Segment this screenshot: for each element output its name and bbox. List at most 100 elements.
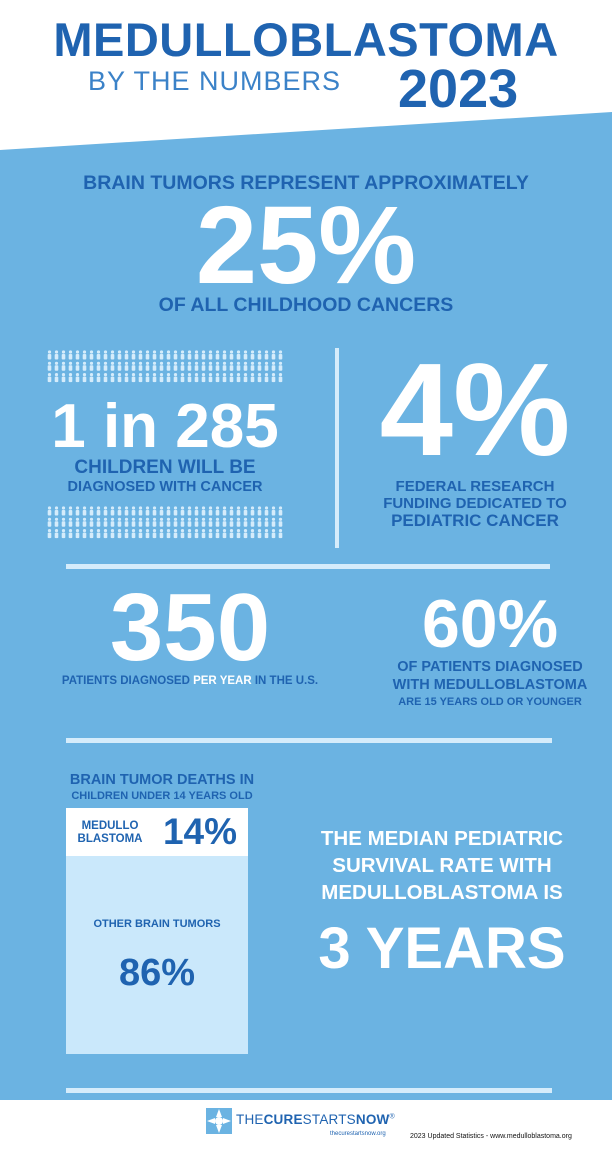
person-icon — [82, 517, 87, 527]
survival-lines: THE MEDIAN PEDIATRIC SURVIVAL RATE WITH … — [292, 825, 592, 906]
person-icon — [145, 361, 150, 371]
person-icon — [271, 517, 276, 527]
person-icon — [54, 373, 59, 383]
person-icon — [166, 350, 171, 360]
person-icon — [215, 361, 220, 371]
person-icon — [264, 517, 269, 527]
person-icon — [110, 506, 115, 516]
person-icon — [243, 529, 248, 539]
person-icon — [54, 361, 59, 371]
logo-cure: CURE — [263, 1112, 303, 1127]
person-icon — [187, 506, 192, 516]
person-icon — [166, 529, 171, 539]
age-value: 60% — [421, 586, 559, 662]
person-icon — [110, 361, 115, 371]
logo-starts: STARTS — [302, 1112, 356, 1127]
person-icon — [180, 506, 185, 516]
person-icon — [243, 517, 248, 527]
person-icon — [278, 529, 283, 539]
person-icon — [215, 506, 220, 516]
person-icon — [243, 506, 248, 516]
funding-line2: FUNDING DEDICATED TO — [383, 495, 567, 512]
childhood-stat-outro: OF ALL CHILDHOOD CANCERS — [158, 294, 454, 316]
person-icon — [208, 373, 213, 383]
person-icon — [47, 361, 52, 371]
person-icon — [138, 361, 143, 371]
person-icon — [47, 529, 52, 539]
person-icon — [222, 517, 227, 527]
person-icon — [257, 506, 262, 516]
person-icon — [166, 373, 171, 383]
person-icon — [75, 506, 80, 516]
person-icon — [229, 529, 234, 539]
person-icon — [180, 350, 185, 360]
person-icon — [82, 529, 87, 539]
person-icon — [166, 506, 171, 516]
person-icon — [264, 361, 269, 371]
person-icon — [278, 361, 283, 371]
person-icon — [271, 350, 276, 360]
person-icon — [82, 361, 87, 371]
person-icon — [89, 506, 94, 516]
person-icon — [180, 517, 185, 527]
logo-url[interactable]: thecurestartsnow.org — [330, 1131, 386, 1137]
medullo-label: MEDULLO BLASTOMA — [70, 820, 150, 846]
person-icon — [159, 517, 164, 527]
person-icon — [124, 373, 129, 383]
age-line1: OF PATIENTS DIAGNOSED — [397, 659, 583, 675]
logo-registered-mark: ® — [389, 1113, 395, 1121]
person-icon — [271, 506, 276, 516]
logo-now: NOW — [355, 1112, 390, 1127]
person-icon — [68, 506, 73, 516]
person-icon — [236, 517, 241, 527]
person-icon — [54, 506, 59, 516]
person-icon — [145, 373, 150, 383]
person-icon — [47, 517, 52, 527]
person-icon — [110, 373, 115, 383]
children-line2: DIAGNOSED WITH CANCER — [67, 479, 263, 495]
person-icon — [131, 506, 136, 516]
person-icon — [215, 517, 220, 527]
person-icon — [75, 517, 80, 527]
logo-wordmark[interactable]: THECURESTARTSNOW® — [236, 1112, 395, 1127]
age-lines: OF PATIENTS DIAGNOSED WITH MEDULLOBLASTO… — [370, 658, 610, 694]
person-icon — [110, 529, 115, 539]
person-icon — [222, 361, 227, 371]
person-icon — [138, 517, 143, 527]
person-icon — [54, 350, 59, 360]
person-icon — [54, 517, 59, 527]
person-icon — [278, 506, 283, 516]
person-icon — [215, 529, 220, 539]
person-icon — [61, 506, 66, 516]
person-icon — [68, 373, 73, 383]
credits-text: 2023 Updated Statistics - www.medullobla… — [410, 1133, 572, 1140]
funding-value: 4% — [379, 336, 571, 483]
person-icon — [236, 506, 241, 516]
person-icon — [194, 517, 199, 527]
person-icon — [138, 373, 143, 383]
funding-lines: FEDERAL RESEARCH FUNDING DEDICATED TO — [355, 478, 595, 512]
person-icon — [131, 517, 136, 527]
person-icon — [173, 517, 178, 527]
person-icon — [124, 361, 129, 371]
person-icon — [271, 361, 276, 371]
person-icon — [68, 529, 73, 539]
other-tumors-label: OTHER BRAIN TUMORS — [93, 918, 221, 930]
person-icon — [117, 506, 122, 516]
person-icon — [201, 373, 206, 383]
person-icon — [61, 350, 66, 360]
person-icon — [166, 361, 171, 371]
person-icon — [236, 350, 241, 360]
person-icon — [215, 350, 220, 360]
person-icon — [89, 529, 94, 539]
footer — [0, 1100, 612, 1155]
person-icon — [152, 517, 157, 527]
survival-line3: MEDULLOBLASTOMA IS — [321, 881, 563, 904]
person-icon — [159, 350, 164, 360]
person-icon — [61, 373, 66, 383]
person-icon — [96, 373, 101, 383]
person-icon — [222, 506, 227, 516]
person-icon — [187, 373, 192, 383]
person-icon — [222, 529, 227, 539]
person-icon — [180, 373, 185, 383]
